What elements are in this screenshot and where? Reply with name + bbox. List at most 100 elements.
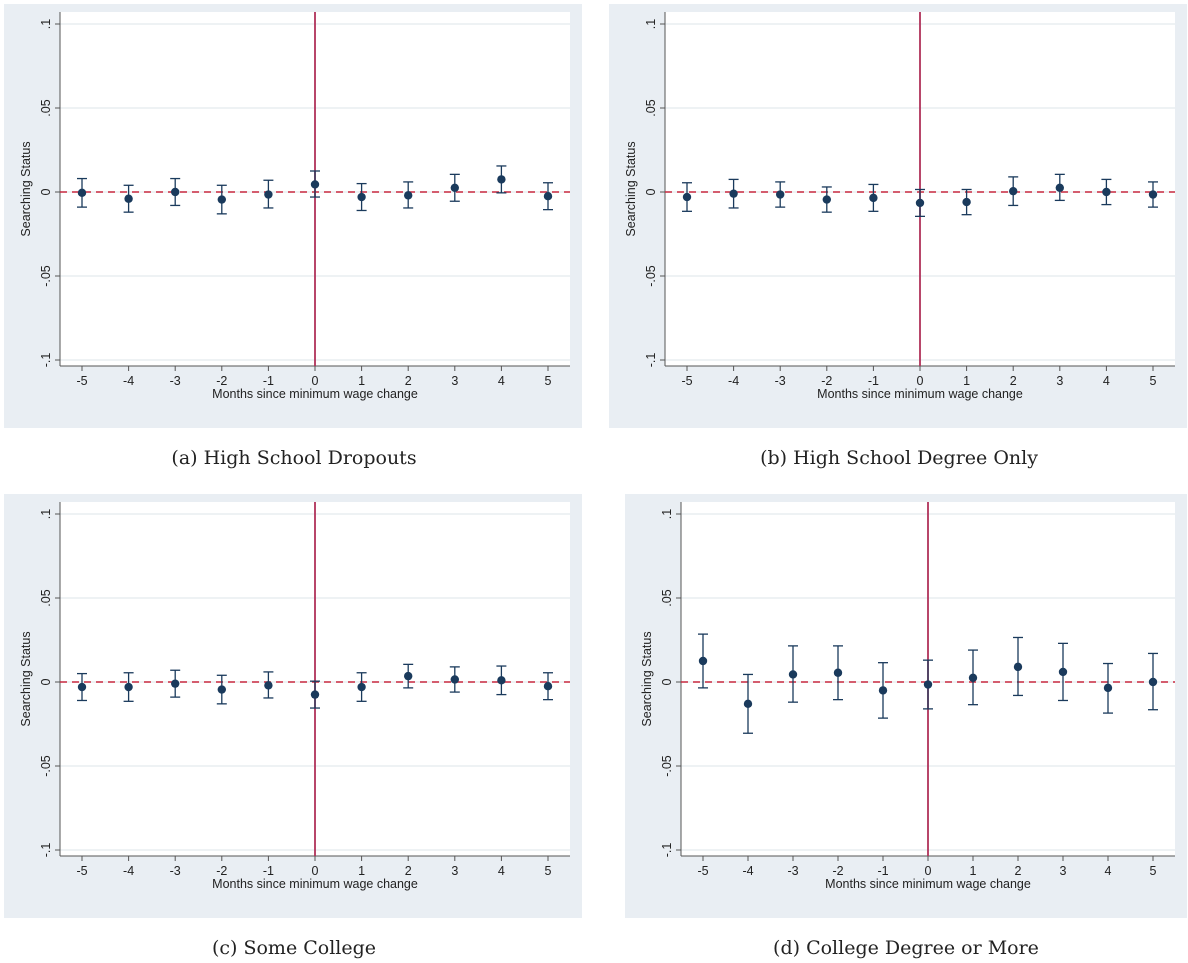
point-estimate [878,686,888,695]
x-axis-title: Months since minimum wage change [817,387,1023,401]
x-tick-label: -2 [216,864,227,878]
y-tick-label: .05 [39,99,53,116]
point-estimate [1055,183,1064,192]
panel-c: -.1 -.05 0 .05 .1 -5 -4 -3 -2 -1 0 1 2 3 4 5 Months sinc… [4,494,582,918]
point-estimate [310,690,320,699]
y-tick-label: .1 [660,509,674,519]
y-tick-label: .05 [39,589,53,606]
point-estimate [357,192,366,202]
x-tick-label: 1 [358,864,365,878]
y-tick-label: -.05 [660,755,674,777]
point-estimate [357,682,366,692]
x-tick-label: -3 [775,374,786,388]
x-tick-label: -4 [728,374,739,388]
y-tick-label: 0 [39,188,53,195]
point-estimate [543,682,553,691]
x-tick-label: 1 [963,374,970,388]
point-estimate [1103,683,1113,693]
x-tick-label: 3 [1060,864,1067,878]
point-estimate [1148,190,1158,199]
x-tick-label: 4 [1103,374,1110,388]
chart-c: -.1 -.05 0 .05 .1 -5 -4 -3 -2 -1 0 1 2 3 4 5 Months sinc… [4,494,582,918]
x-tick-label: -1 [868,374,879,388]
point-estimate [743,699,753,709]
caption-b: (b) High School Degree Only [760,447,1038,469]
y-tick-label: -.1 [39,353,53,368]
x-tick-label: -5 [681,374,692,388]
point-estimate [698,656,708,666]
x-tick-label: -4 [123,864,134,878]
point-estimate [833,668,843,677]
y-tick-label: .05 [660,589,674,606]
x-tick-label: -1 [263,374,274,388]
point-estimate [822,195,831,204]
caption-a: (a) High School Dropouts [171,447,417,469]
x-tick-label: -5 [76,864,87,878]
x-axis-title: Months since minimum wage change [825,877,1031,891]
point-estimate [404,191,413,200]
point-estimate [310,180,320,189]
x-tick-label: 4 [498,864,505,878]
point-estimate [450,675,459,684]
x-tick-label: -2 [216,374,227,388]
y-tick-label: -.05 [644,265,658,287]
x-tick-label: 1 [970,864,977,878]
x-tick-label: 0 [312,864,319,878]
x-tick-label: 0 [925,864,932,878]
y-tick-label: .1 [644,19,658,29]
x-tick-label: -3 [170,864,181,878]
point-estimate [171,679,180,688]
point-estimate [962,197,971,207]
point-estimate [682,192,692,202]
x-tick-label: -2 [832,864,843,878]
point-estimate [869,193,878,203]
x-tick-label: -1 [877,864,888,878]
point-estimate [77,682,87,692]
x-axis-title: Months since minimum wage change [212,877,418,891]
x-tick-label: 4 [1105,864,1112,878]
y-axis-title: Searching Status [19,141,33,236]
point-estimate [543,192,553,201]
x-tick-label: 3 [451,864,458,878]
point-estimate [788,670,798,679]
y-tick-label: 0 [644,188,658,195]
point-estimate [776,190,785,199]
x-tick-label: -3 [787,864,798,878]
y-tick-label: .1 [39,19,53,29]
x-tick-label: 2 [405,864,412,878]
y-axis-title: Searching Status [624,141,638,236]
point-estimate [1058,667,1068,677]
point-estimate [497,676,506,685]
y-tick-label: .05 [644,99,658,116]
y-tick-label: -.1 [39,843,53,858]
x-tick-label: -3 [170,374,181,388]
point-estimate [404,671,413,681]
x-tick-label: 5 [545,374,552,388]
x-tick-label: 0 [917,374,924,388]
caption-d: (d) College Degree or More [773,937,1039,959]
point-estimate [124,194,133,203]
x-tick-label: 5 [545,864,552,878]
y-tick-label: 0 [39,678,53,685]
x-tick-label: -5 [76,374,87,388]
point-estimate [217,195,226,204]
y-tick-label: .1 [39,509,53,519]
point-estimate [968,673,978,682]
y-tick-label: -.05 [39,755,53,777]
x-tick-label: 3 [1056,374,1063,388]
point-estimate [729,189,738,198]
point-estimate [171,187,180,197]
y-tick-label: -.1 [644,353,658,368]
point-estimate [1013,662,1023,672]
panel-b: -.1 -.05 0 .05 .1 -5 -4 -3 -2 -1 0 1 2 3 4 5 Months sinc… [609,4,1187,428]
y-tick-label: 0 [660,678,674,685]
y-tick-label: -.1 [660,843,674,858]
point-estimate [915,198,925,208]
x-axis-title: Months since minimum wage change [212,387,418,401]
point-estimate [497,175,506,184]
x-tick-label: 5 [1150,864,1157,878]
point-estimate [264,681,273,690]
x-tick-label: 3 [451,374,458,388]
chart-d: -.1 -.05 0 .05 .1 -5 -4 -3 -2 -1 0 1 2 3 4 5 Months sinc… [625,494,1187,918]
point-estimate [217,685,226,694]
